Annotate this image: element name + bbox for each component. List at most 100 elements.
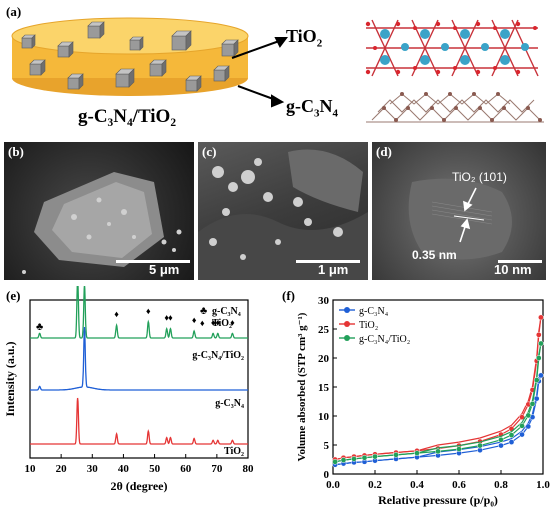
sem-image-c: (c) 1 μm: [198, 142, 368, 280]
bet-point-2: [519, 423, 525, 429]
legend-club-label: g-C₃N₄: [212, 306, 241, 317]
legend-marker-f-2: [344, 335, 350, 341]
series-label-e-2: TiO₂: [224, 446, 244, 457]
arrow-tio2: [231, 37, 288, 59]
bet-point-2: [533, 377, 540, 383]
x-tick-label-e: 60: [180, 463, 192, 475]
legend-marker-f-1: [344, 321, 350, 327]
bet-point-2: [508, 432, 515, 438]
bet-chart: 0.0 0.2 0.4 0.6 0.8 1.0 0 5 10 15 20 25 30 Relative p…: [296, 295, 550, 507]
scale-bar-d: [498, 260, 542, 263]
d-spacing-label: 0.35 nm: [412, 248, 457, 262]
diamond-marker: ♦: [211, 317, 216, 327]
bet-point-1: [535, 331, 542, 338]
y-tick-label-f: 5: [324, 440, 330, 452]
bet-point-2: [525, 412, 532, 419]
bet-point-0: [538, 372, 544, 379]
bet-point-0: [525, 423, 532, 430]
xrd-line-0: [30, 286, 248, 339]
bet-point-0: [498, 442, 504, 449]
tio2-label: TiO2: [286, 26, 323, 50]
bet-point-0: [508, 439, 515, 445]
bet-point-0: [519, 431, 525, 438]
bet-point-2: [340, 457, 347, 463]
y-tick-label-f: 30: [318, 295, 330, 307]
tem-d-texture: [408, 178, 512, 260]
x-tick-label-e: 70: [211, 463, 223, 475]
legend-label-f-0: g-C₃N₄: [359, 306, 389, 317]
arrow-gcn: [237, 85, 285, 108]
y-axis-label-e: Intensity (a.u.): [3, 341, 17, 416]
legend-diamond-symbol: ♦: [200, 318, 205, 328]
plot-frame-e: [29, 299, 249, 459]
y-axis-label-f: Volume absorbed (STP cm³ g⁻¹): [296, 312, 308, 461]
bet-point-2: [538, 340, 544, 347]
x-tick-label-f: 0.4: [410, 479, 424, 491]
y-tick-label-f: 15: [318, 382, 330, 394]
diamond-marker: ♦: [146, 306, 151, 316]
y-tick-label-f: 10: [318, 411, 330, 423]
diamond-marker: ♦: [164, 313, 169, 323]
xrd-line-2: [30, 397, 248, 445]
sem-image-b: (b) 5 μm: [4, 142, 194, 280]
diamond-marker: ♦: [215, 317, 220, 327]
bet-point-2: [393, 452, 399, 458]
diamond-marker: ♦: [114, 309, 119, 319]
diamond-marker: ♦: [230, 317, 235, 327]
x-tick-label-e: 10: [25, 463, 37, 475]
legend-marker-f-0: [344, 307, 350, 313]
scale-bar-b: [116, 260, 190, 263]
x-tick-label-e: 40: [118, 463, 130, 475]
series-label-e-1: g-C₃N₄: [215, 398, 244, 409]
bet-point-2: [351, 456, 357, 462]
x-tick-label-e: 30: [87, 463, 99, 475]
x-tick-label-e: 50: [149, 463, 161, 475]
x-tick-label-e: 20: [56, 463, 68, 475]
diamond-marker: ♦: [168, 313, 173, 323]
x-tick-label-f: 0.2: [368, 479, 382, 491]
scale-text-d: 10 nm: [494, 262, 532, 277]
xrd-chart: 10 20 30 40 50 60 70 80 2θ (degree) Intensity (a.…: [3, 286, 255, 493]
x-tick-label-f: 1.0: [536, 479, 550, 491]
panel-c-label: (c): [202, 144, 217, 159]
panel-d-label: (d): [376, 144, 392, 159]
panel-f-label: (f): [282, 288, 295, 303]
tem-image-d: (d) TiO₂ (101) 0.35 nm 10 nm: [372, 142, 546, 280]
sem-c-texture: [198, 149, 368, 280]
panel-a-scheme: [11, 17, 544, 123]
lattice-plane-label: TiO₂ (101): [452, 170, 507, 184]
y-tick-label-f: 25: [318, 324, 330, 336]
bet-point-2: [477, 442, 483, 449]
x-axis-label-f: Relative pressure (p/p₀): [378, 493, 498, 507]
legend-club-symbol: ♣: [200, 305, 207, 317]
sem-b-texture: [22, 172, 182, 274]
bet-point-2: [332, 458, 338, 465]
diamond-marker: ♦: [192, 315, 197, 325]
composite-label: g-C₃N₄/TiO₂: [78, 106, 177, 127]
x-tick-label-f: 0.6: [452, 479, 466, 491]
legend-label-f-2: g-C₃N₄/TiO₂: [359, 334, 410, 345]
bet-point-2: [456, 446, 462, 452]
scale-bar-c: [296, 260, 360, 263]
bet-point-2: [414, 450, 420, 456]
tio2-crystal-structure: [365, 19, 539, 77]
x-tick-label-e: 80: [243, 463, 255, 475]
bet-point-1: [538, 314, 544, 321]
bet-point-2: [372, 453, 378, 460]
gcn-atoms: [382, 92, 542, 122]
scale-text-b: 5 μm: [149, 262, 180, 277]
x-tick-label-f: 0.0: [326, 479, 340, 491]
series-label-e-0: g-C₃N₄/TiO₂: [192, 350, 244, 361]
x-axis-label-e: 2θ (degree): [110, 479, 167, 493]
bet-point-2: [435, 448, 441, 455]
bet-point-2: [361, 454, 368, 461]
bet-point-0: [533, 395, 540, 402]
tio2-cubes: [21, 21, 239, 92]
scale-text-c: 1 μm: [318, 262, 349, 277]
panel-e-label: (e): [6, 288, 21, 303]
bet-point-2: [535, 355, 542, 361]
legend-label-f-1: TiO₂: [359, 320, 378, 331]
bet-point-2: [498, 436, 504, 443]
x-tick-label-f: 0.8: [494, 479, 508, 491]
panel-a-label: (a): [6, 4, 22, 19]
